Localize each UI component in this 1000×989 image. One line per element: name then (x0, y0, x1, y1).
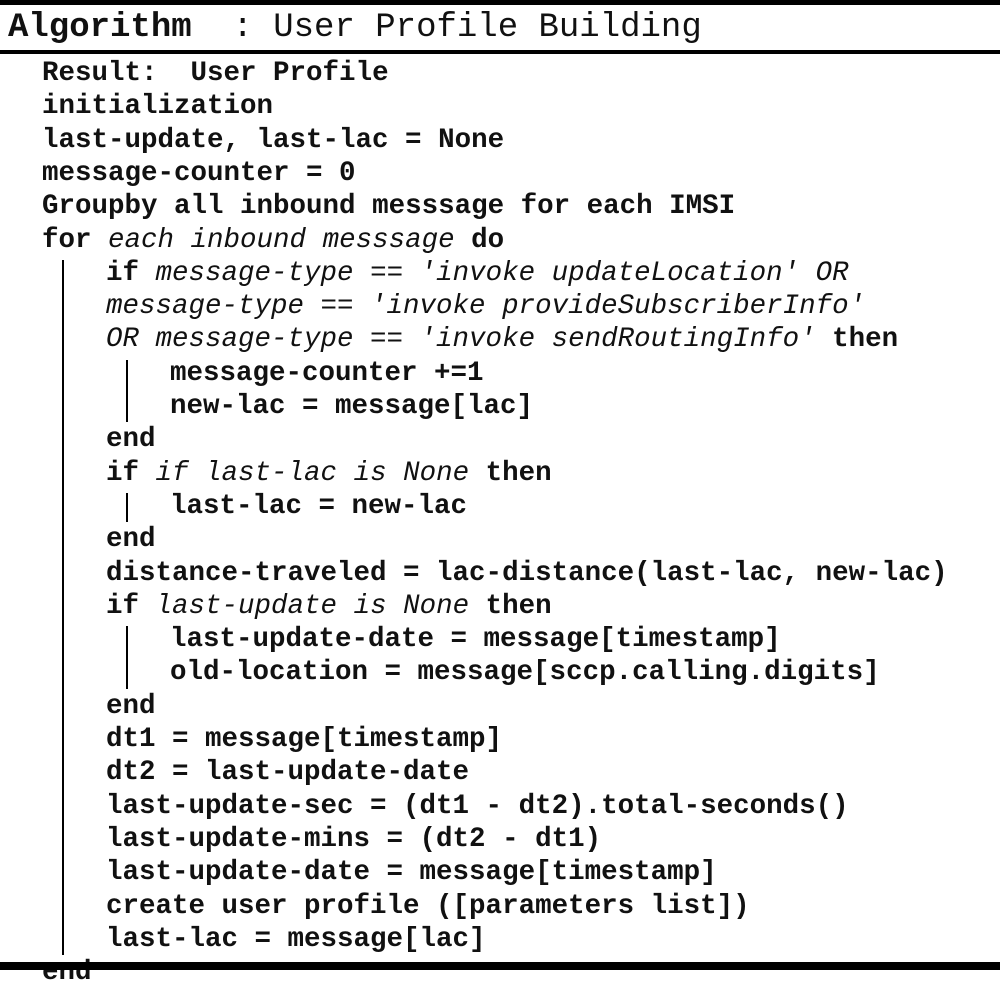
condition: if last-lac is None (155, 457, 470, 489)
code-text: last-update, last-lac = None (42, 124, 505, 156)
code-line: Result: User Profile (42, 57, 389, 90)
block-bar (126, 626, 128, 689)
code-text: new-lac = message[lac] (170, 391, 534, 422)
code-line: end (106, 690, 156, 723)
keyword: if (106, 590, 140, 622)
code-text: last-lac = message[lac] (106, 923, 486, 955)
code-text: create user profile ([parameters list]) (106, 890, 750, 922)
code-line: message-type == 'invoke provideSubscribe… (106, 290, 865, 323)
code-text: dt1 = message[timestamp] (106, 724, 503, 755)
code-line: for each inbound messsage do (42, 224, 504, 257)
code-line: OR message-type == 'invoke sendRoutingIn… (106, 323, 898, 356)
code-text: last-update-mins = (dt2 - dt1) (106, 823, 602, 855)
code-line: if message-type == 'invoke updateLocatio… (106, 257, 849, 290)
top-rule (0, 0, 1000, 5)
code-line: old-location = message[sccp.calling.digi… (170, 656, 880, 689)
keyword: end (106, 690, 156, 722)
keyword: then (832, 324, 899, 356)
code-line: last-update-date = message[timestamp] (106, 856, 717, 889)
code-text (139, 591, 156, 622)
code-line: create user profile ([parameters list]) (106, 890, 750, 923)
code-text: last-update-date = message[timestamp] (170, 624, 781, 656)
code-text (455, 225, 472, 256)
code-text: User Profile (157, 58, 389, 89)
code-text (469, 591, 486, 622)
keyword: end (106, 524, 156, 556)
code-line: last-lac = new-lac (170, 490, 467, 523)
code-line: last-update-sec = (dt1 - dt2).total-seco… (106, 790, 849, 823)
keyword: if (106, 257, 140, 289)
code-line: Groupby all inbound messsage for each IM… (42, 190, 735, 223)
code-text (139, 258, 156, 289)
code-text: old-location = message[sccp.calling.digi… (170, 657, 880, 689)
code-text (816, 324, 833, 355)
algorithm-name: : User Profile Building (191, 9, 702, 47)
code-line: last-update, last-lac = None (42, 124, 504, 157)
code-line: new-lac = message[lac] (170, 390, 533, 423)
keyword: for (42, 224, 92, 256)
condition: OR message-type == 'invoke sendRoutingIn… (106, 324, 816, 356)
header-rule (0, 50, 1000, 54)
keyword: if (106, 457, 140, 489)
code-line: initialization (42, 90, 273, 123)
keyword: do (471, 224, 505, 256)
keyword: then (485, 590, 552, 622)
code-line: if last-update is None then (106, 590, 552, 623)
code-line: end (106, 523, 156, 556)
code-line: message-counter +=1 (170, 357, 484, 390)
keyword: end (106, 424, 156, 456)
code-line: distance-traveled = lac-distance(last-la… (106, 557, 948, 590)
algorithm-keyword: Algorithm (8, 9, 192, 47)
keyword: then (485, 457, 552, 489)
code-text: message-counter +=1 (170, 357, 484, 389)
code-line: message-counter = 0 (42, 157, 356, 190)
condition: each inbound messsage (108, 224, 455, 256)
condition: message-type == 'invoke provideSubscribe… (106, 291, 866, 323)
code-text: all inbound messsage for each IMSI (157, 191, 736, 223)
code-line: last-update-mins = (dt2 - dt1) (106, 823, 601, 856)
condition: message-type == 'invoke updateLocation' … (155, 257, 849, 289)
block-bar (126, 492, 128, 523)
block-bar (126, 359, 128, 423)
code-text: distance-traveled = lac-distance(last-la… (106, 557, 948, 589)
code-line: last-update-date = message[timestamp] (170, 623, 781, 656)
code-text: message-counter = 0 (42, 157, 356, 189)
code-text (92, 225, 109, 256)
bottom-rule (0, 962, 1000, 970)
keyword: Groupby (42, 191, 158, 223)
code-text: last-lac = new-lac (170, 490, 468, 522)
condition: last-update is None (155, 590, 470, 622)
code-text (469, 458, 486, 489)
algorithm-title: Algorithm : User Profile Building (8, 6, 702, 50)
code-text: last-update-date = message[timestamp] (106, 857, 717, 889)
code-text: initialization (42, 91, 274, 123)
code-line: end (106, 423, 156, 456)
code-line: last-lac = message[lac] (106, 923, 486, 956)
code-text (139, 458, 156, 489)
code-line: dt1 = message[timestamp] (106, 723, 502, 756)
code-text: last-update-sec = (dt1 - dt2).total-seco… (106, 790, 849, 822)
code-text: dt2 = last-update-date (106, 757, 470, 789)
code-line: dt2 = last-update-date (106, 756, 469, 789)
block-bar (62, 259, 64, 956)
keyword: Result: (42, 58, 158, 89)
code-line: if if last-lac is None then (106, 457, 552, 490)
